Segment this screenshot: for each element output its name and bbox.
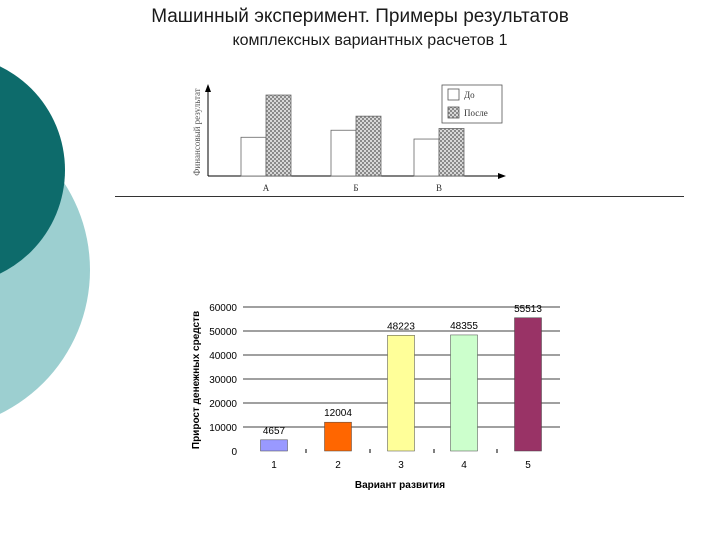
bar-value-label: 48223 bbox=[387, 321, 415, 332]
x-tick-label: 5 bbox=[525, 460, 531, 471]
bar-variant-3 bbox=[387, 335, 415, 452]
bar-value-label: 48355 bbox=[450, 321, 478, 332]
x-tick-label: В bbox=[436, 183, 442, 193]
bar-after-1 bbox=[265, 94, 292, 177]
y-tick-label: 30000 bbox=[209, 375, 237, 386]
bar-variant-4 bbox=[450, 334, 478, 452]
bar-variant-1 bbox=[260, 439, 288, 452]
y-tick-label: 20000 bbox=[209, 399, 237, 410]
y-tick-label: 40000 bbox=[209, 351, 237, 362]
bar-value-label: 55513 bbox=[514, 304, 542, 315]
slide-title: Машинный эксперимент. Примеры результато… bbox=[151, 6, 569, 27]
bar-value-label: 12004 bbox=[324, 408, 352, 419]
bar-value-label: 4657 bbox=[263, 426, 286, 437]
chart2-xlabel: Вариант развития bbox=[355, 480, 445, 491]
x-tick-label: 2 bbox=[335, 460, 341, 471]
x-tick-label: А bbox=[263, 183, 270, 193]
y-tick-label: 0 bbox=[231, 447, 237, 458]
chart1-ylabel: Финансовый результат bbox=[192, 88, 202, 176]
y-tick-label: 10000 bbox=[209, 423, 237, 434]
slide-subtitle: комплексных вариантных расчетов 1 bbox=[232, 32, 508, 49]
section-divider bbox=[115, 196, 684, 197]
legend-swatch-before bbox=[447, 88, 460, 101]
bar-after-3 bbox=[438, 128, 465, 177]
legend-label-after: После bbox=[464, 108, 488, 118]
x-tick-label: 4 bbox=[461, 460, 467, 471]
x-tick-label: 3 bbox=[398, 460, 404, 471]
x-tick-label: 1 bbox=[271, 460, 277, 471]
slide-decoration bbox=[0, 66, 90, 414]
chart2-ylabel: Прирост денежных средств bbox=[191, 311, 202, 449]
bar-before-1 bbox=[240, 136, 267, 177]
legend-swatch-after bbox=[447, 106, 460, 119]
x-tick-label: Б bbox=[353, 183, 358, 193]
bar-after-2 bbox=[355, 115, 382, 177]
bar-before-3 bbox=[413, 138, 440, 177]
legend-label-before: До bbox=[464, 90, 475, 100]
dark-teal-circle bbox=[0, 66, 65, 274]
y-tick-label: 60000 bbox=[209, 303, 237, 314]
bar-variant-2 bbox=[324, 421, 352, 452]
bar-variant-5 bbox=[514, 317, 542, 452]
y-tick-label: 50000 bbox=[209, 327, 237, 338]
chart1-legend: До После bbox=[441, 84, 503, 124]
